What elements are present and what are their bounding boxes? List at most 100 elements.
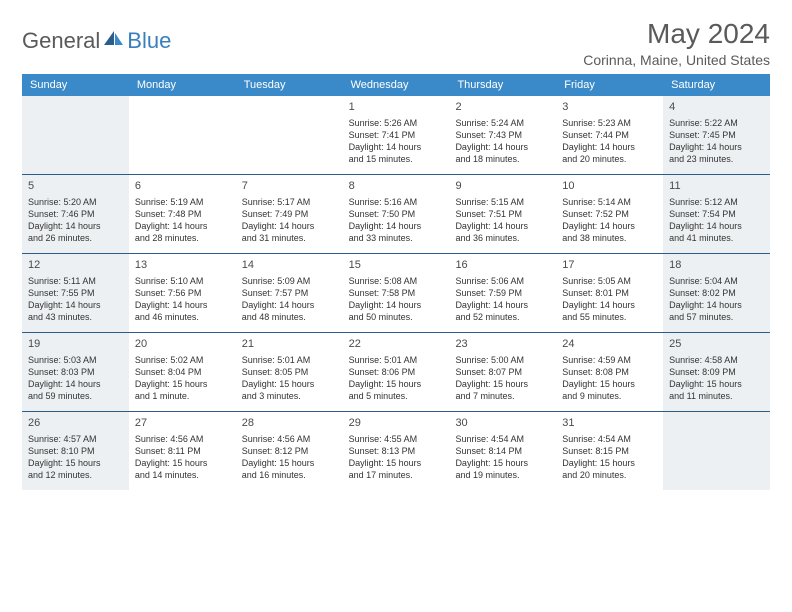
day-number: 31 (562, 416, 657, 431)
weekday-header: Sunday (22, 74, 129, 96)
day-info-line: Daylight: 14 hours (455, 299, 550, 311)
day-info-line: Daylight: 14 hours (28, 378, 123, 390)
day-number: 10 (562, 179, 657, 194)
day-info-line: Sunset: 7:51 PM (455, 208, 550, 220)
day-info-line: Sunset: 7:48 PM (135, 208, 230, 220)
day-info-line: Sunrise: 5:17 AM (242, 196, 337, 208)
day-info-line: Sunset: 7:58 PM (349, 287, 444, 299)
day-info-line: and 52 minutes. (455, 311, 550, 323)
day-info-line: Sunrise: 5:02 AM (135, 354, 230, 366)
day-info-line: Sunrise: 5:04 AM (669, 275, 764, 287)
day-number: 24 (562, 337, 657, 352)
day-info-line: and 5 minutes. (349, 390, 444, 402)
day-info-line: Sunset: 8:13 PM (349, 445, 444, 457)
day-info-line: and 9 minutes. (562, 390, 657, 402)
day-info-line: and 18 minutes. (455, 153, 550, 165)
day-info-line: Daylight: 14 hours (562, 299, 657, 311)
day-info-line: Daylight: 14 hours (135, 299, 230, 311)
day-cell: 1Sunrise: 5:26 AMSunset: 7:41 PMDaylight… (343, 96, 450, 174)
day-info-line: Sunrise: 5:11 AM (28, 275, 123, 287)
day-cell: 17Sunrise: 5:05 AMSunset: 8:01 PMDayligh… (556, 254, 663, 332)
day-info-line: Sunset: 8:08 PM (562, 366, 657, 378)
day-cell: 31Sunrise: 4:54 AMSunset: 8:15 PMDayligh… (556, 412, 663, 490)
day-info-line: Daylight: 15 hours (455, 378, 550, 390)
day-info-line: Sunrise: 5:10 AM (135, 275, 230, 287)
day-number: 28 (242, 416, 337, 431)
day-info-line: Sunrise: 4:54 AM (455, 433, 550, 445)
day-cell: 14Sunrise: 5:09 AMSunset: 7:57 PMDayligh… (236, 254, 343, 332)
day-info-line: Sunrise: 5:16 AM (349, 196, 444, 208)
day-number: 16 (455, 258, 550, 273)
day-number: 14 (242, 258, 337, 273)
day-info-line: Sunset: 7:50 PM (349, 208, 444, 220)
day-info-line: Sunrise: 5:01 AM (349, 354, 444, 366)
day-info-line: Sunset: 8:09 PM (669, 366, 764, 378)
day-info-line: and 31 minutes. (242, 232, 337, 244)
day-info-line: Daylight: 15 hours (349, 378, 444, 390)
day-info-line: Sunset: 7:52 PM (562, 208, 657, 220)
title-block: May 2024 Corinna, Maine, United States (583, 18, 770, 68)
day-info-line: and 16 minutes. (242, 469, 337, 481)
day-info-line: Sunrise: 4:57 AM (28, 433, 123, 445)
day-number: 27 (135, 416, 230, 431)
day-info-line: Sunset: 8:11 PM (135, 445, 230, 457)
calendar-page: General Blue May 2024 Corinna, Maine, Un… (0, 0, 792, 490)
day-info-line: and 59 minutes. (28, 390, 123, 402)
day-cell: 2Sunrise: 5:24 AMSunset: 7:43 PMDaylight… (449, 96, 556, 174)
day-info-line: Sunrise: 5:00 AM (455, 354, 550, 366)
day-number: 17 (562, 258, 657, 273)
day-number: 11 (669, 179, 764, 194)
day-cell: 20Sunrise: 5:02 AMSunset: 8:04 PMDayligh… (129, 333, 236, 411)
day-cell: 7 Sunrise: 5:17 AMSunset: 7:49 PMDaylight… (236, 175, 343, 253)
day-info-line: Sunset: 7:41 PM (349, 129, 444, 141)
day-info-line: and 11 minutes. (669, 390, 764, 402)
day-info-line: Daylight: 14 hours (242, 299, 337, 311)
day-info-line: and 57 minutes. (669, 311, 764, 323)
day-info-line: Sunrise: 5:20 AM (28, 196, 123, 208)
day-cell: 29Sunrise: 4:55 AMSunset: 8:13 PMDayligh… (343, 412, 450, 490)
day-info-line: Sunrise: 5:24 AM (455, 117, 550, 129)
week-row: 1Sunrise: 5:26 AMSunset: 7:41 PMDaylight… (22, 96, 770, 174)
day-info-line: Sunrise: 5:05 AM (562, 275, 657, 287)
day-info-line: Daylight: 15 hours (135, 457, 230, 469)
day-cell: 27Sunrise: 4:56 AMSunset: 8:11 PMDayligh… (129, 412, 236, 490)
day-cell: 19Sunrise: 5:03 AMSunset: 8:03 PMDayligh… (22, 333, 129, 411)
day-info-line: Sunrise: 5:06 AM (455, 275, 550, 287)
day-info-line: Sunrise: 4:54 AM (562, 433, 657, 445)
day-cell: 15Sunrise: 5:08 AMSunset: 7:58 PMDayligh… (343, 254, 450, 332)
day-info-line: Sunrise: 5:01 AM (242, 354, 337, 366)
day-info-line: Daylight: 15 hours (562, 457, 657, 469)
day-info-line: Sunset: 7:49 PM (242, 208, 337, 220)
weekday-header: Friday (556, 74, 663, 96)
day-info-line: Sunset: 7:54 PM (669, 208, 764, 220)
day-info-line: Sunrise: 5:03 AM (28, 354, 123, 366)
day-info-line: and 1 minute. (135, 390, 230, 402)
day-info-line: and 28 minutes. (135, 232, 230, 244)
day-number: 29 (349, 416, 444, 431)
day-info-line: Sunrise: 5:14 AM (562, 196, 657, 208)
day-number: 18 (669, 258, 764, 273)
day-info-line: Daylight: 14 hours (242, 220, 337, 232)
day-info-line: Daylight: 14 hours (455, 141, 550, 153)
day-info-line: Sunset: 8:04 PM (135, 366, 230, 378)
day-info-line: Daylight: 15 hours (242, 457, 337, 469)
day-number: 7 (242, 179, 337, 194)
day-number: 12 (28, 258, 123, 273)
weekday-header: Saturday (663, 74, 770, 96)
day-info-line: Daylight: 15 hours (349, 457, 444, 469)
day-info-line: Sunrise: 5:23 AM (562, 117, 657, 129)
day-info-line: Sunset: 7:59 PM (455, 287, 550, 299)
day-info-line: Daylight: 14 hours (455, 220, 550, 232)
day-cell: 8Sunrise: 5:16 AMSunset: 7:50 PMDaylight… (343, 175, 450, 253)
day-info-line: Sunset: 7:55 PM (28, 287, 123, 299)
day-info-line: Sunrise: 5:09 AM (242, 275, 337, 287)
day-info-line: Sunset: 7:56 PM (135, 287, 230, 299)
day-info-line: and 20 minutes. (562, 153, 657, 165)
logo: General Blue (22, 28, 171, 54)
day-info-line: and 17 minutes. (349, 469, 444, 481)
day-info-line: Sunset: 8:03 PM (28, 366, 123, 378)
day-info-line: Daylight: 15 hours (669, 378, 764, 390)
day-number: 6 (135, 179, 230, 194)
page-header: General Blue May 2024 Corinna, Maine, Un… (22, 18, 770, 68)
day-info-line: Sunrise: 5:08 AM (349, 275, 444, 287)
